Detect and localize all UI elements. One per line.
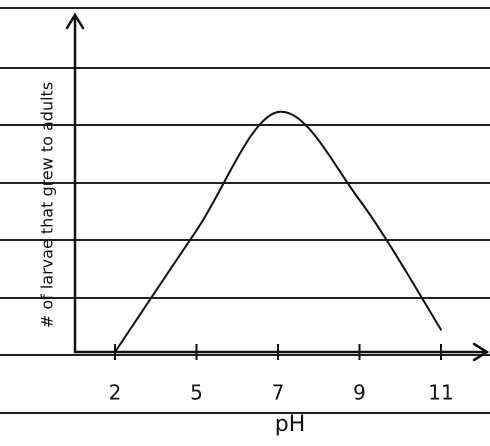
x-tick-label: 7 xyxy=(272,381,285,405)
x-axis-label: pH xyxy=(275,412,306,437)
x-tick-label: 5 xyxy=(190,381,203,405)
curve xyxy=(114,110,442,353)
y-axis-label: # of larvae that grew to adults xyxy=(38,82,57,328)
axes xyxy=(65,12,490,362)
x-tick-label: 9 xyxy=(353,381,366,405)
x-tick-label: 2 xyxy=(109,381,122,405)
ruled-paper xyxy=(0,7,490,414)
x-tick-label: 11 xyxy=(428,381,453,405)
